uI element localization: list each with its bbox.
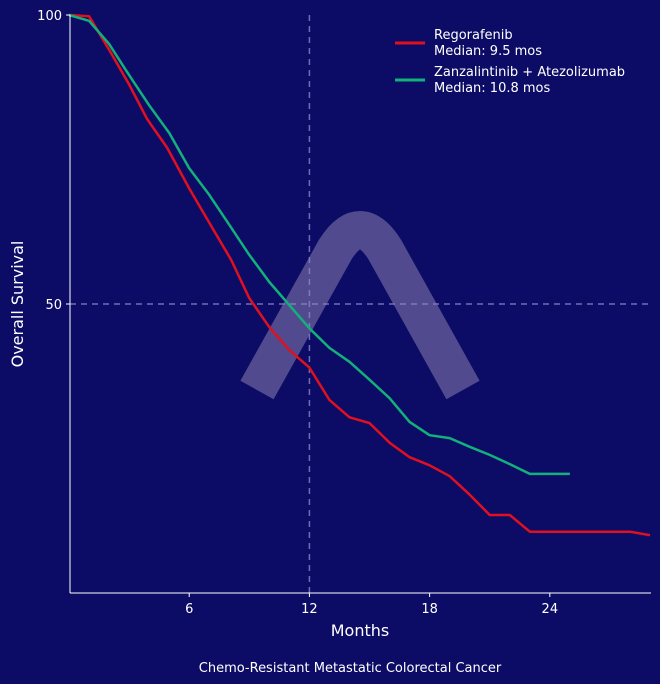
chart-title: Chemo-Resistant Metastatic Colorectal Ca… — [199, 661, 502, 676]
x-tick-label: 12 — [301, 602, 318, 617]
y-tick-label: 100 — [37, 9, 62, 24]
y-axis-label: Overall Survival — [8, 241, 27, 368]
series-line-0 — [68, 13, 651, 537]
legend: Regorafenib Median: 9.5 mos Zanzalintini… — [395, 28, 625, 96]
legend-label-zanzalintinib: Zanzalintinib + Atezolizumab — [434, 65, 625, 80]
x-tick-label: 6 — [185, 602, 193, 617]
series-line-1 — [68, 13, 570, 476]
x-tick-label: 24 — [542, 602, 559, 617]
legend-median-zanzalintinib: Median: 10.8 mos — [434, 81, 550, 96]
watermark-logo — [240, 211, 480, 400]
y-tick-label: 50 — [45, 298, 62, 313]
x-tick-label: 18 — [421, 602, 438, 617]
legend-median-regorafenib: Median: 9.5 mos — [434, 44, 542, 59]
legend-label-regorafenib: Regorafenib — [434, 28, 513, 43]
x-axis-label: Months — [331, 621, 389, 640]
